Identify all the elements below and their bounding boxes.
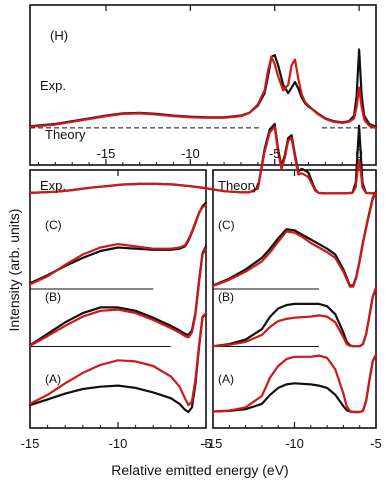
exp-series-0-red	[28, 203, 208, 286]
trace-label-theory-a: (A)	[218, 372, 234, 386]
exp-tick-label-0: -15	[21, 436, 40, 451]
trace-label-exp-b: (B)	[45, 290, 61, 304]
panel-title-theory: Theory	[218, 178, 259, 193]
spectra-curves	[28, 48, 378, 414]
trace-label-theory-b: (B)	[218, 290, 234, 304]
theory-series-2-red	[211, 353, 378, 414]
panel-title-exp: Exp.	[40, 178, 66, 193]
x-axis-label: Relative emitted energy (eV)	[111, 462, 288, 478]
trace-label-h-theory: Theory	[45, 127, 86, 142]
h-tick-label-1: -10	[181, 146, 200, 161]
baselines	[30, 127, 376, 347]
theory-series-0-red	[211, 191, 378, 288]
h-series-1-red	[28, 125, 378, 195]
h-series-0-red	[28, 55, 378, 130]
theory-tick-label-0: -15	[204, 436, 223, 451]
tick-marks	[29, 5, 377, 428]
trace-label-h-exp: Exp.	[40, 78, 66, 93]
theory-series-2-black	[211, 353, 378, 414]
panel-theory-frame	[212, 169, 377, 429]
trace-label-exp-a: (A)	[45, 372, 61, 386]
trace-label-theory-c: (C)	[218, 218, 235, 232]
tick-labels: -15 -10 -5 0-15 -10 -5-15 -10 -5	[21, 146, 382, 451]
exp-tick-label-2: -5	[200, 436, 212, 451]
theory-tick-label-2: -5	[370, 436, 382, 451]
exp-series-2-red	[28, 312, 208, 407]
trace-label-exp-c: (C)	[45, 218, 62, 232]
theory-series-1-red	[211, 286, 378, 348]
panel-label-h: (H)	[50, 28, 68, 43]
theory-tick-label-1: -10	[285, 436, 304, 451]
h-tick-label-3: 0	[356, 146, 363, 161]
exp-series-1-red	[28, 247, 208, 347]
theory-series-0-black	[211, 190, 378, 287]
y-axis-label: Intensity (arb. units)	[6, 209, 22, 332]
h-tick-label-0: -15	[97, 146, 116, 161]
exp-tick-label-1: -10	[109, 436, 128, 451]
panel-h-frame	[29, 4, 377, 166]
h-series-0-black	[28, 48, 378, 128]
h-tick-label-2: -5	[269, 146, 281, 161]
